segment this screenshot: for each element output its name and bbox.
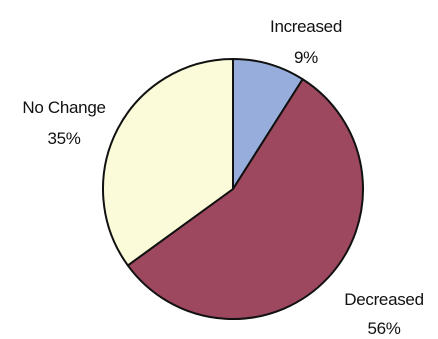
- pie-slices: [103, 59, 363, 319]
- label-decreased-name: Decreased: [344, 290, 424, 309]
- label-increased-value: 9%: [294, 48, 318, 67]
- label-increased-name: Increased: [270, 17, 342, 36]
- label-decreased-value: 56%: [367, 319, 400, 338]
- label-no-change-value: 35%: [47, 129, 80, 148]
- label-no-change-name: No Change: [22, 98, 105, 117]
